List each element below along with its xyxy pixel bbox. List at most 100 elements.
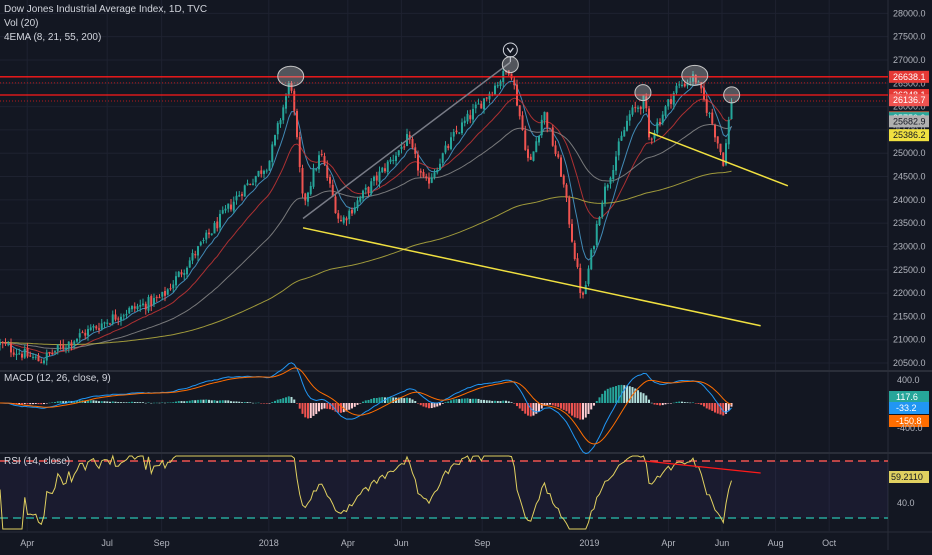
- candle-body: [562, 175, 565, 185]
- rsi-band-fill: [0, 461, 888, 518]
- macd-histogram-bar: [340, 403, 342, 413]
- macd-histogram-bar: [637, 390, 639, 403]
- macd-histogram-bar: [648, 399, 650, 403]
- support-trendline: [302, 227, 761, 327]
- macd-histogram-bar: [117, 402, 120, 403]
- candle-body: [351, 209, 353, 214]
- candle-body: [353, 207, 356, 213]
- volume-indicator-label[interactable]: Vol (20): [4, 18, 39, 29]
- candle-body: [452, 131, 455, 137]
- candle-body: [367, 186, 370, 193]
- time-tick-label: Apr: [661, 538, 675, 548]
- candle-body: [370, 181, 373, 194]
- macd-histogram-bar: [62, 401, 65, 403]
- candle-body: [282, 107, 285, 121]
- macd-histogram-bar: [133, 401, 136, 403]
- candle-body: [494, 85, 496, 95]
- candle-body: [518, 105, 521, 117]
- candle-body: [65, 347, 67, 349]
- macd-histogram-bar: [285, 397, 287, 403]
- candle-body: [136, 306, 139, 310]
- macd-histogram-bar: [188, 400, 191, 403]
- candle-body: [650, 138, 653, 140]
- macd-histogram-bar: [136, 402, 139, 403]
- macd-histogram-bar: [296, 403, 298, 404]
- candle-body: [213, 222, 216, 234]
- macd-histogram-bar: [186, 401, 188, 403]
- macd-histogram-bar: [540, 403, 543, 409]
- rsi-divergence-line: [644, 460, 761, 474]
- macd-value-tag: [889, 402, 929, 414]
- candle-body: [43, 360, 45, 364]
- macd-histogram-bar: [455, 399, 458, 403]
- candle-body: [315, 169, 318, 171]
- candle-body: [103, 322, 106, 324]
- macd-histogram-bar: [249, 402, 252, 403]
- candle-body: [164, 291, 166, 296]
- candle-body: [683, 83, 686, 87]
- candle-body: [637, 107, 639, 109]
- macd-histogram-bar: [98, 401, 100, 403]
- macd-histogram-bar: [155, 402, 158, 404]
- price-tick-label: 26500.0: [893, 78, 926, 88]
- price-tick-label: 24000.0: [893, 195, 926, 205]
- macd-histogram-bar: [549, 403, 551, 405]
- candle-body: [595, 223, 598, 245]
- macd-histogram-bar: [463, 398, 466, 403]
- peak-marker-chevron: [506, 47, 514, 54]
- candle-body: [560, 157, 562, 177]
- macd-histogram-bar: [54, 402, 56, 403]
- candle-body: [287, 83, 290, 96]
- candle-body: [477, 103, 480, 105]
- candle-body: [161, 291, 164, 297]
- candle-body: [488, 93, 491, 100]
- macd-value-tag: [889, 391, 929, 403]
- macd-histogram-bar: [208, 399, 210, 403]
- ema-indicator-label[interactable]: 4EMA (8, 21, 55, 200): [4, 32, 102, 43]
- macd-histogram-bar: [172, 402, 175, 403]
- candle-body: [587, 268, 590, 285]
- rsi-indicator-label[interactable]: RSI (14, close): [4, 456, 71, 467]
- macd-indicator-label[interactable]: MACD (12, 26, close, 9): [4, 373, 111, 384]
- candle-body: [120, 316, 122, 321]
- macd-histogram-bar: [650, 402, 653, 404]
- macd-histogram-bar: [571, 403, 573, 416]
- candle-body: [12, 352, 15, 355]
- candle-body: [719, 143, 722, 153]
- macd-histogram-bar: [642, 393, 645, 403]
- macd-histogram-bar: [466, 398, 469, 403]
- time-tick-label: Sep: [154, 538, 170, 548]
- candle-body: [175, 276, 177, 286]
- macd-histogram-bar: [353, 403, 356, 407]
- macd-histogram-bar: [307, 403, 309, 419]
- candle-body: [672, 92, 675, 105]
- macd-histogram-bar: [43, 403, 45, 405]
- candle-body: [183, 272, 186, 275]
- candle-body: [210, 233, 213, 235]
- candle-body: [521, 115, 524, 131]
- macd-histogram-bar: [562, 403, 565, 410]
- macd-histogram-bar: [246, 402, 249, 403]
- macd-histogram-bar: [477, 398, 480, 403]
- candle-body: [246, 183, 249, 186]
- candle-body: [348, 210, 351, 220]
- candle-body: [598, 217, 601, 226]
- macd-histogram-bar: [705, 403, 708, 409]
- candle-body: [612, 169, 615, 180]
- candle-body: [45, 352, 48, 361]
- macd-histogram-bar: [389, 397, 392, 403]
- macd-histogram-bar: [87, 400, 89, 403]
- macd-histogram-bar: [125, 402, 128, 403]
- candle-body: [535, 141, 538, 153]
- macd-histogram-bar: [370, 398, 373, 403]
- candle-body: [480, 103, 483, 109]
- macd-histogram-bar: [199, 399, 202, 403]
- macd-histogram-bar: [106, 401, 109, 403]
- macd-histogram-bar: [535, 403, 538, 414]
- macd-histogram-bar: [601, 393, 604, 403]
- macd-histogram-bar: [433, 403, 436, 408]
- macd-histogram-bar: [639, 392, 642, 403]
- candle-body: [169, 288, 172, 290]
